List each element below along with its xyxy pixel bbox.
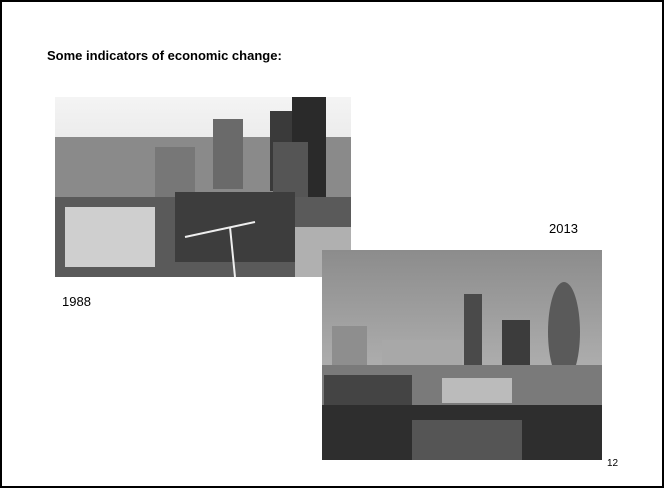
page: Some indicators of economic change: 2013… [0,0,664,488]
photo-2013 [322,250,602,460]
slide-title: Some indicators of economic change: [47,48,282,63]
year-label: 1988 [62,294,91,309]
year-label: 2013 [549,221,578,236]
page-number: 12 [607,458,618,469]
photo-1988 [55,97,351,277]
slide: Some indicators of economic change: 2013… [0,0,664,488]
